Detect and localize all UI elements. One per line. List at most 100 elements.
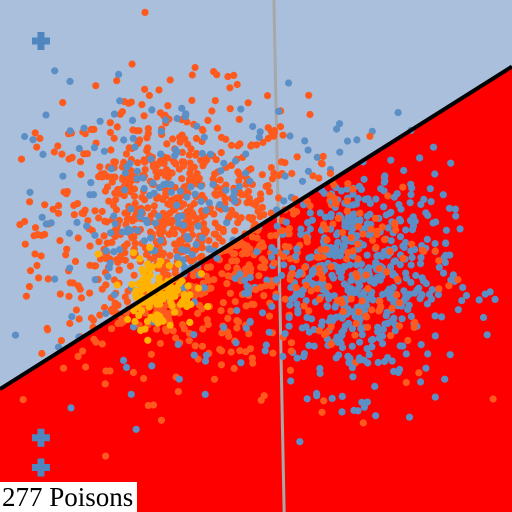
- blue-right-point: [369, 296, 377, 304]
- orange-main-point: [43, 324, 51, 332]
- orange-right-point: [322, 225, 330, 233]
- blue-left-point: [222, 186, 230, 194]
- blue-left-point: [282, 218, 290, 226]
- orange-main-point: [21, 240, 29, 248]
- blue-right-point: [386, 294, 394, 302]
- blue-left-point: [178, 104, 186, 112]
- blue-right-point: [411, 217, 419, 225]
- orange-main-point: [213, 124, 222, 132]
- orange-main-point: [217, 361, 225, 369]
- blue-right-point: [379, 340, 387, 348]
- blue-left-point: [253, 248, 261, 256]
- orange-right-point: [373, 230, 381, 239]
- yellow-core-point: [144, 336, 152, 344]
- orange-right-point: [302, 281, 310, 289]
- orange-main-point: [224, 73, 232, 81]
- yellow-core-point: [168, 302, 176, 310]
- orange-right-point: [287, 347, 295, 355]
- blue-right-point: [356, 338, 364, 346]
- orange-right-point: [371, 214, 380, 222]
- orange-main-point: [205, 237, 213, 245]
- orange-main-point: [144, 401, 152, 410]
- blue-left-point: [91, 276, 99, 284]
- blue-left-point: [120, 136, 128, 144]
- orange-main-point: [50, 148, 58, 156]
- orange-right-point: [317, 159, 325, 167]
- blue-right-point: [281, 330, 289, 338]
- orange-main-point: [106, 128, 114, 137]
- blue-right-point: [286, 132, 294, 140]
- blue-right-point: [438, 313, 446, 321]
- blue-left-point: [201, 390, 209, 398]
- blue-left-point: [111, 220, 119, 228]
- blue-right-point: [305, 274, 313, 282]
- orange-main-point: [75, 315, 83, 323]
- orange-right-point: [327, 263, 335, 271]
- blue-right-point: [345, 359, 353, 367]
- blue-right-point: [417, 254, 425, 262]
- blue-right-point: [336, 148, 344, 156]
- blue-right-point: [301, 137, 309, 145]
- orange-main-point: [90, 335, 98, 343]
- orange-main-point: [194, 309, 202, 318]
- orange-right-point: [301, 263, 309, 271]
- orange-main-point: [178, 175, 186, 183]
- orange-main-point: [57, 337, 65, 345]
- blue-left-point: [353, 136, 361, 144]
- blue-right-point: [462, 291, 471, 300]
- blue-left-point: [220, 159, 228, 167]
- orange-main-point: [56, 290, 64, 298]
- orange-right-point: [268, 282, 276, 290]
- orange-main-point: [164, 271, 172, 280]
- blue-right-point: [292, 252, 300, 260]
- orange-right-point: [343, 197, 351, 205]
- orange-main-point: [123, 298, 131, 306]
- orange-main-point: [270, 132, 278, 140]
- blue-right-point: [354, 407, 362, 415]
- blue-left-point: [190, 331, 198, 339]
- orange-main-point: [233, 324, 241, 332]
- orange-main-point: [154, 161, 162, 169]
- orange-right-point: [386, 247, 394, 256]
- blue-left-point: [293, 245, 301, 253]
- orange-main-point: [110, 158, 118, 166]
- blue-left-point: [110, 212, 118, 220]
- blue-right-point: [347, 277, 355, 285]
- orange-main-point: [91, 207, 99, 215]
- blue-right-point: [352, 200, 361, 208]
- blue-right-point: [354, 194, 362, 202]
- blue-left-point: [110, 248, 118, 256]
- yellow-core-point: [144, 277, 152, 285]
- orange-main-point: [110, 134, 118, 142]
- blue-left-point: [116, 246, 124, 254]
- orange-main-point: [100, 170, 108, 178]
- blue-right-point: [382, 312, 390, 320]
- orange-main-point: [234, 142, 242, 150]
- orange-main-point: [141, 166, 149, 174]
- orange-main-point: [219, 225, 227, 233]
- blue-left-point: [205, 245, 213, 253]
- blue-right-point: [363, 251, 371, 259]
- orange-main-point: [258, 239, 266, 247]
- blue-right-point: [352, 261, 361, 269]
- orange-right-point: [489, 395, 497, 403]
- orange-main-point: [76, 158, 85, 166]
- orange-main-point: [249, 200, 257, 208]
- blue-left-point: [126, 159, 134, 167]
- orange-right-point: [347, 295, 355, 303]
- orange-right-point: [305, 307, 313, 315]
- orange-main-point: [153, 173, 161, 181]
- orange-main-point: [185, 337, 193, 345]
- orange-main-point: [226, 212, 234, 220]
- blue-right-point: [337, 187, 345, 195]
- blue-right-point: [451, 205, 459, 213]
- blue-right-point: [442, 226, 450, 234]
- blue-right-point: [261, 347, 269, 355]
- orange-right-point: [352, 319, 360, 328]
- orange-main-point: [103, 183, 112, 191]
- blue-right-point: [446, 351, 454, 359]
- orange-main-point: [178, 158, 186, 166]
- orange-main-point: [92, 262, 100, 270]
- blue-right-point: [475, 296, 483, 304]
- blue-left-point: [157, 127, 165, 135]
